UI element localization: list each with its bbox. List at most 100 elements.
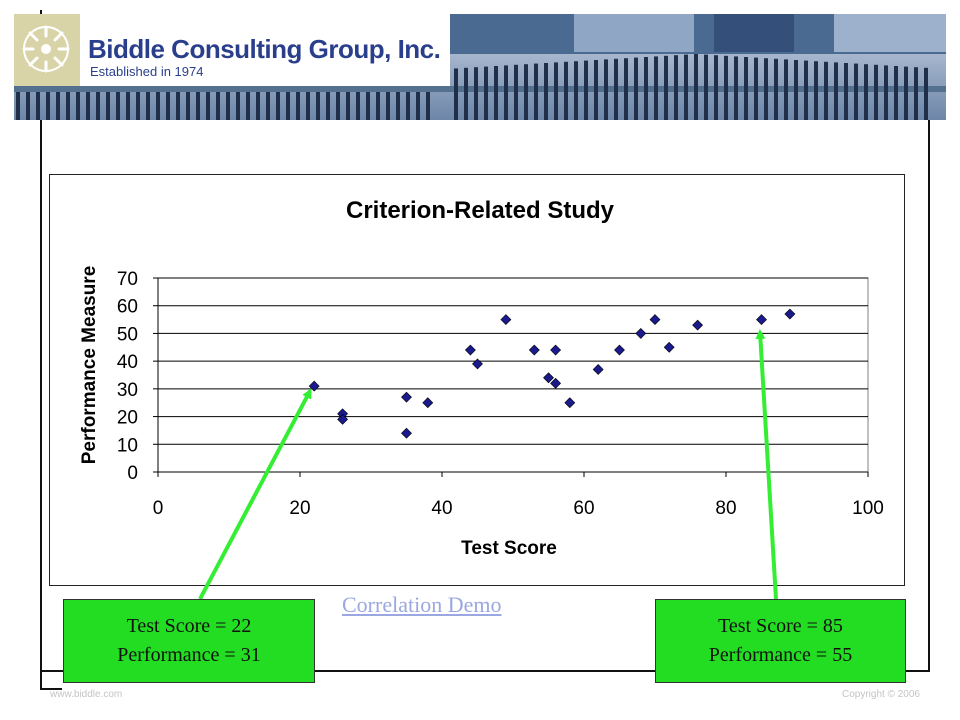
banner-column: [694, 54, 698, 120]
banner-column: [784, 59, 788, 120]
banner-column: [824, 61, 828, 120]
banner-column: [724, 55, 728, 120]
frame-corner-line: [40, 688, 62, 690]
banner-column: [604, 59, 608, 120]
circular-star-logo-icon: [22, 25, 70, 73]
banner-column: [366, 92, 370, 120]
banner-column: [464, 67, 468, 120]
x-axis-label: Test Score: [461, 538, 557, 559]
established-text: Established in 1974: [90, 64, 204, 79]
banner-column: [714, 55, 718, 121]
banner-column: [454, 68, 458, 120]
y-tick-label: 10: [117, 435, 138, 456]
x-tick-label: 0: [153, 498, 164, 519]
data-point: [756, 314, 767, 325]
banner-column: [854, 63, 858, 120]
right-callout-line1: Test Score = 85: [718, 615, 843, 637]
data-point: [500, 314, 512, 325]
banner-column: [774, 58, 778, 120]
banner-column: [574, 61, 578, 120]
banner-column: [216, 92, 220, 120]
right-callout-box: Test Score = 85 Performance = 55: [655, 599, 906, 683]
data-point: [550, 344, 562, 356]
banner-column: [376, 92, 380, 120]
logo: [18, 16, 74, 82]
banner-column: [564, 61, 568, 120]
banner-column: [156, 92, 160, 120]
data-point: [784, 308, 796, 320]
data-point: [692, 319, 704, 331]
banner-column: [584, 60, 588, 120]
data-point: [401, 391, 412, 403]
banner-column: [554, 62, 558, 120]
banner-column: [794, 60, 798, 120]
banner-column: [864, 64, 868, 120]
data-point: [528, 344, 540, 356]
data-point: [543, 372, 554, 384]
banner-column: [16, 92, 20, 120]
banner-column: [336, 92, 340, 120]
banner-column: [86, 92, 90, 120]
banner-column: [296, 92, 300, 120]
banner-column: [26, 92, 30, 120]
x-tick-label: 100: [852, 498, 884, 519]
x-tick-label: 60: [573, 498, 594, 519]
data-point: [422, 397, 434, 409]
banner-column: [176, 92, 180, 120]
banner-column: [654, 56, 658, 120]
y-axis-label: Performance Measure: [79, 266, 100, 465]
banner-column: [684, 54, 688, 120]
banner-column: [914, 67, 918, 120]
banner-column: [266, 92, 270, 120]
data-point: [550, 377, 562, 389]
banner-column: [764, 58, 768, 120]
banner-column: [704, 54, 708, 120]
banner-column: [386, 92, 390, 120]
banner-column: [744, 57, 748, 120]
banner-column: [326, 92, 330, 120]
banner-column: [246, 92, 250, 120]
banner-column: [36, 92, 40, 120]
banner-column: [594, 60, 598, 120]
left-callout-box: Test Score = 22 Performance = 31: [63, 599, 315, 683]
plot-area: [157, 277, 869, 473]
banner-column: [634, 57, 638, 120]
data-point: [472, 358, 483, 370]
banner-column: [396, 92, 400, 120]
banner-column: [416, 92, 420, 120]
y-tick-label: 70: [117, 269, 138, 290]
banner-column: [166, 92, 170, 120]
banner-column: [664, 55, 668, 120]
correlation-demo-link[interactable]: Correlation Demo: [342, 592, 502, 617]
banner-column: [276, 92, 280, 120]
data-point: [308, 380, 320, 392]
left-callout-line1: Test Score = 22: [126, 615, 252, 637]
frame-right-line: [928, 20, 930, 672]
banner-graphic: [14, 14, 946, 121]
frame-bottom-line: [40, 670, 930, 672]
banner-column: [146, 92, 150, 120]
banner-column: [844, 63, 848, 120]
banner-column: [524, 64, 528, 120]
banner-column: [226, 92, 230, 120]
chart-panel: Criterion-Related Study Test Score Perfo…: [49, 174, 905, 586]
banner-column: [494, 66, 498, 120]
banner-column: [624, 58, 628, 120]
data-point: [401, 427, 412, 439]
footer-website: www.biddle.com: [50, 689, 123, 700]
scatter-chart: Criterion-Related Study Test Score Perfo…: [79, 197, 884, 559]
banner-column: [206, 92, 210, 120]
colonnade-graphic: [14, 86, 946, 92]
banner-column: [56, 92, 60, 120]
banner-column: [256, 92, 260, 120]
banner-column: [116, 92, 120, 120]
data-point: [592, 364, 604, 375]
banner-column: [126, 92, 130, 120]
banner-column: [356, 92, 360, 120]
x-tick-label: 20: [289, 498, 310, 519]
banner-column: [426, 92, 430, 120]
banner-column: [484, 66, 488, 120]
data-point: [464, 344, 476, 356]
chart-title: Criterion-Related Study: [346, 197, 615, 224]
banner-column: [406, 92, 410, 120]
